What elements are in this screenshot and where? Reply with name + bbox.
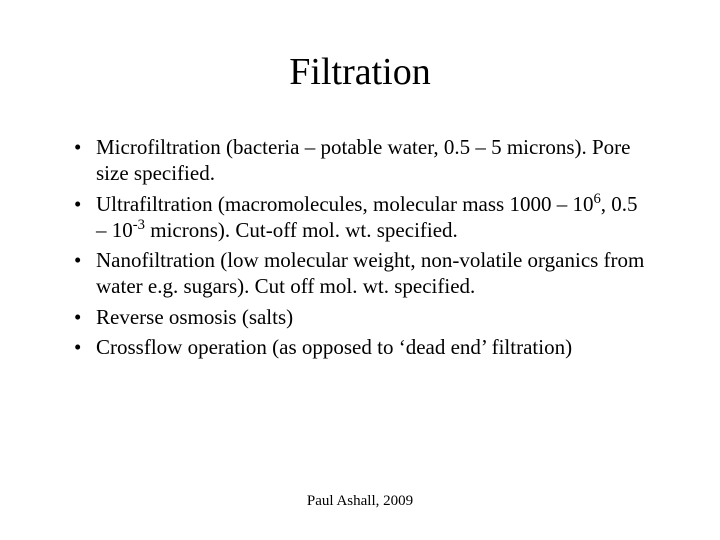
bullet-list: Microfiltration (bacteria – potable wate…	[70, 134, 650, 360]
bullet-text: Nanofiltration (low molecular weight, no…	[96, 248, 644, 298]
list-item: Nanofiltration (low molecular weight, no…	[70, 247, 650, 300]
bullet-text: Microfiltration (bacteria – potable wate…	[96, 135, 631, 185]
bullet-text: Crossflow operation (as opposed to ‘dead…	[96, 335, 572, 359]
slide: Filtration Microfiltration (bacteria – p…	[0, 0, 720, 540]
slide-footer: Paul Ashall, 2009	[0, 493, 720, 510]
list-item: Ultrafiltration (macromolecules, molecul…	[70, 191, 650, 244]
slide-title: Filtration	[70, 50, 650, 94]
list-item: Crossflow operation (as opposed to ‘dead…	[70, 334, 650, 360]
bullet-text: Reverse osmosis (salts)	[96, 305, 293, 329]
bullet-text: Ultrafiltration (macromolecules, molecul…	[96, 192, 638, 242]
list-item: Microfiltration (bacteria – potable wate…	[70, 134, 650, 187]
list-item: Reverse osmosis (salts)	[70, 304, 650, 330]
